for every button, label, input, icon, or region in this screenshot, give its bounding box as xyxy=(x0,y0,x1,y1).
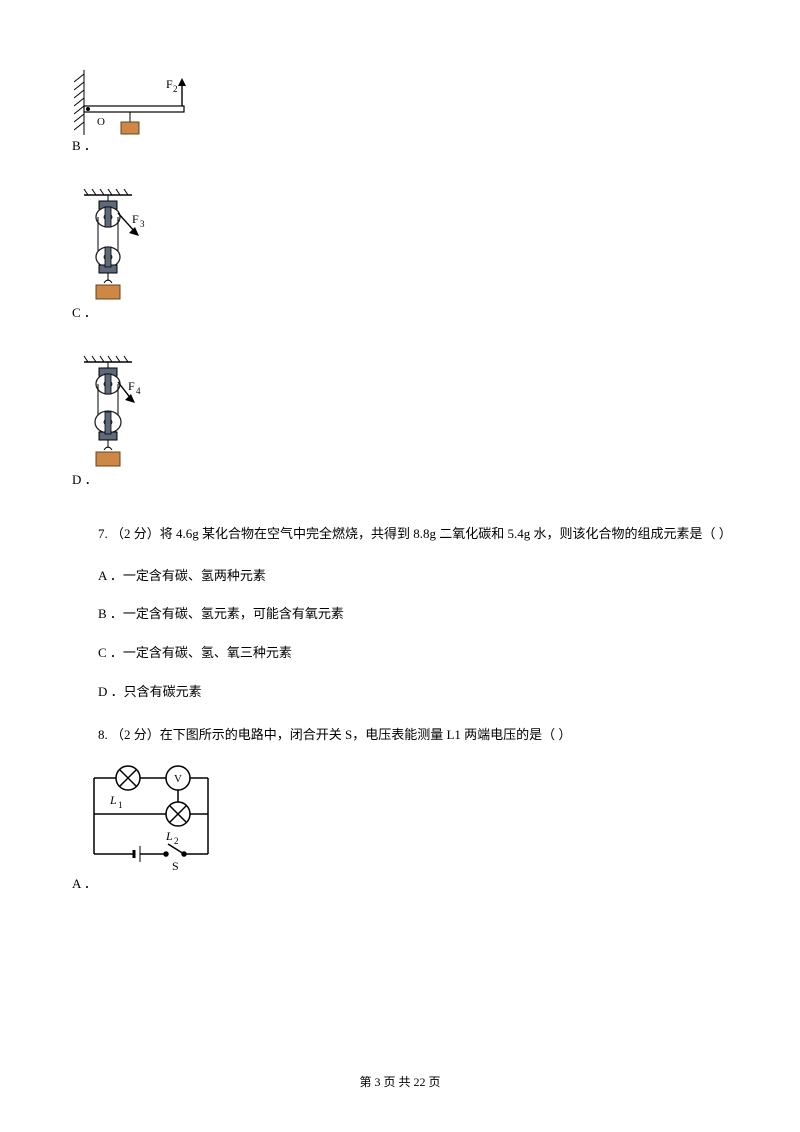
figure-q8-a: V L 1 L 2 S xyxy=(74,758,728,878)
pulley-d-svg: F 4 xyxy=(74,354,164,474)
page-footer: 第 3 页 共 22 页 xyxy=(0,1073,800,1092)
svg-text:V: V xyxy=(174,773,182,785)
svg-text:S: S xyxy=(172,859,179,873)
option-d-letter: D ． xyxy=(72,470,98,491)
svg-text:F: F xyxy=(132,212,139,226)
q8-option-a-letter: A ． xyxy=(72,874,97,895)
q8-text: 8. （2 分）在下图所示的电路中，闭合开关 S，电压表能测量 L1 两端电压的… xyxy=(72,721,728,748)
circuit-a-svg: V L 1 L 2 S xyxy=(74,758,234,878)
svg-text:L: L xyxy=(165,829,173,843)
q8-option-a-row: A ． xyxy=(72,874,728,895)
option-b-letter: B ． xyxy=(72,136,97,157)
q7-choice-d: D ．只含有碳元素 xyxy=(72,682,728,703)
svg-text:4: 4 xyxy=(136,386,141,396)
pulley-c-svg: F 3 xyxy=(74,187,164,307)
svg-text:2: 2 xyxy=(174,836,179,846)
option-d-row: D ． xyxy=(72,470,728,491)
svg-text:F: F xyxy=(166,77,173,91)
svg-text:1: 1 xyxy=(118,800,123,810)
svg-text:2: 2 xyxy=(173,84,178,94)
svg-text:F: F xyxy=(128,379,135,393)
q7-text: 7. （2 分）将 4.6g 某化合物在空气中完全燃烧，共得到 8.8g 二氧化… xyxy=(72,520,728,547)
figure-b: O F 2 xyxy=(74,70,728,140)
option-b-row: B ． xyxy=(72,136,728,157)
svg-text:O: O xyxy=(97,116,105,128)
figure-d: F 4 xyxy=(74,354,728,474)
svg-text:3: 3 xyxy=(140,219,145,229)
figure-c: F 3 xyxy=(74,187,728,307)
svg-text:L: L xyxy=(109,793,117,807)
option-c-letter: C ． xyxy=(72,303,97,324)
lever-svg: O F 2 xyxy=(74,70,214,140)
q7-choice-b: B ．一定含有碳、氢元素，可能含有氧元素 xyxy=(72,604,728,625)
option-c-row: C ． xyxy=(72,303,728,324)
q7-choice-c: C ．一定含有碳、氢、氧三种元素 xyxy=(72,643,728,664)
q7-choice-a: A ．一定含有碳、氢两种元素 xyxy=(72,566,728,587)
